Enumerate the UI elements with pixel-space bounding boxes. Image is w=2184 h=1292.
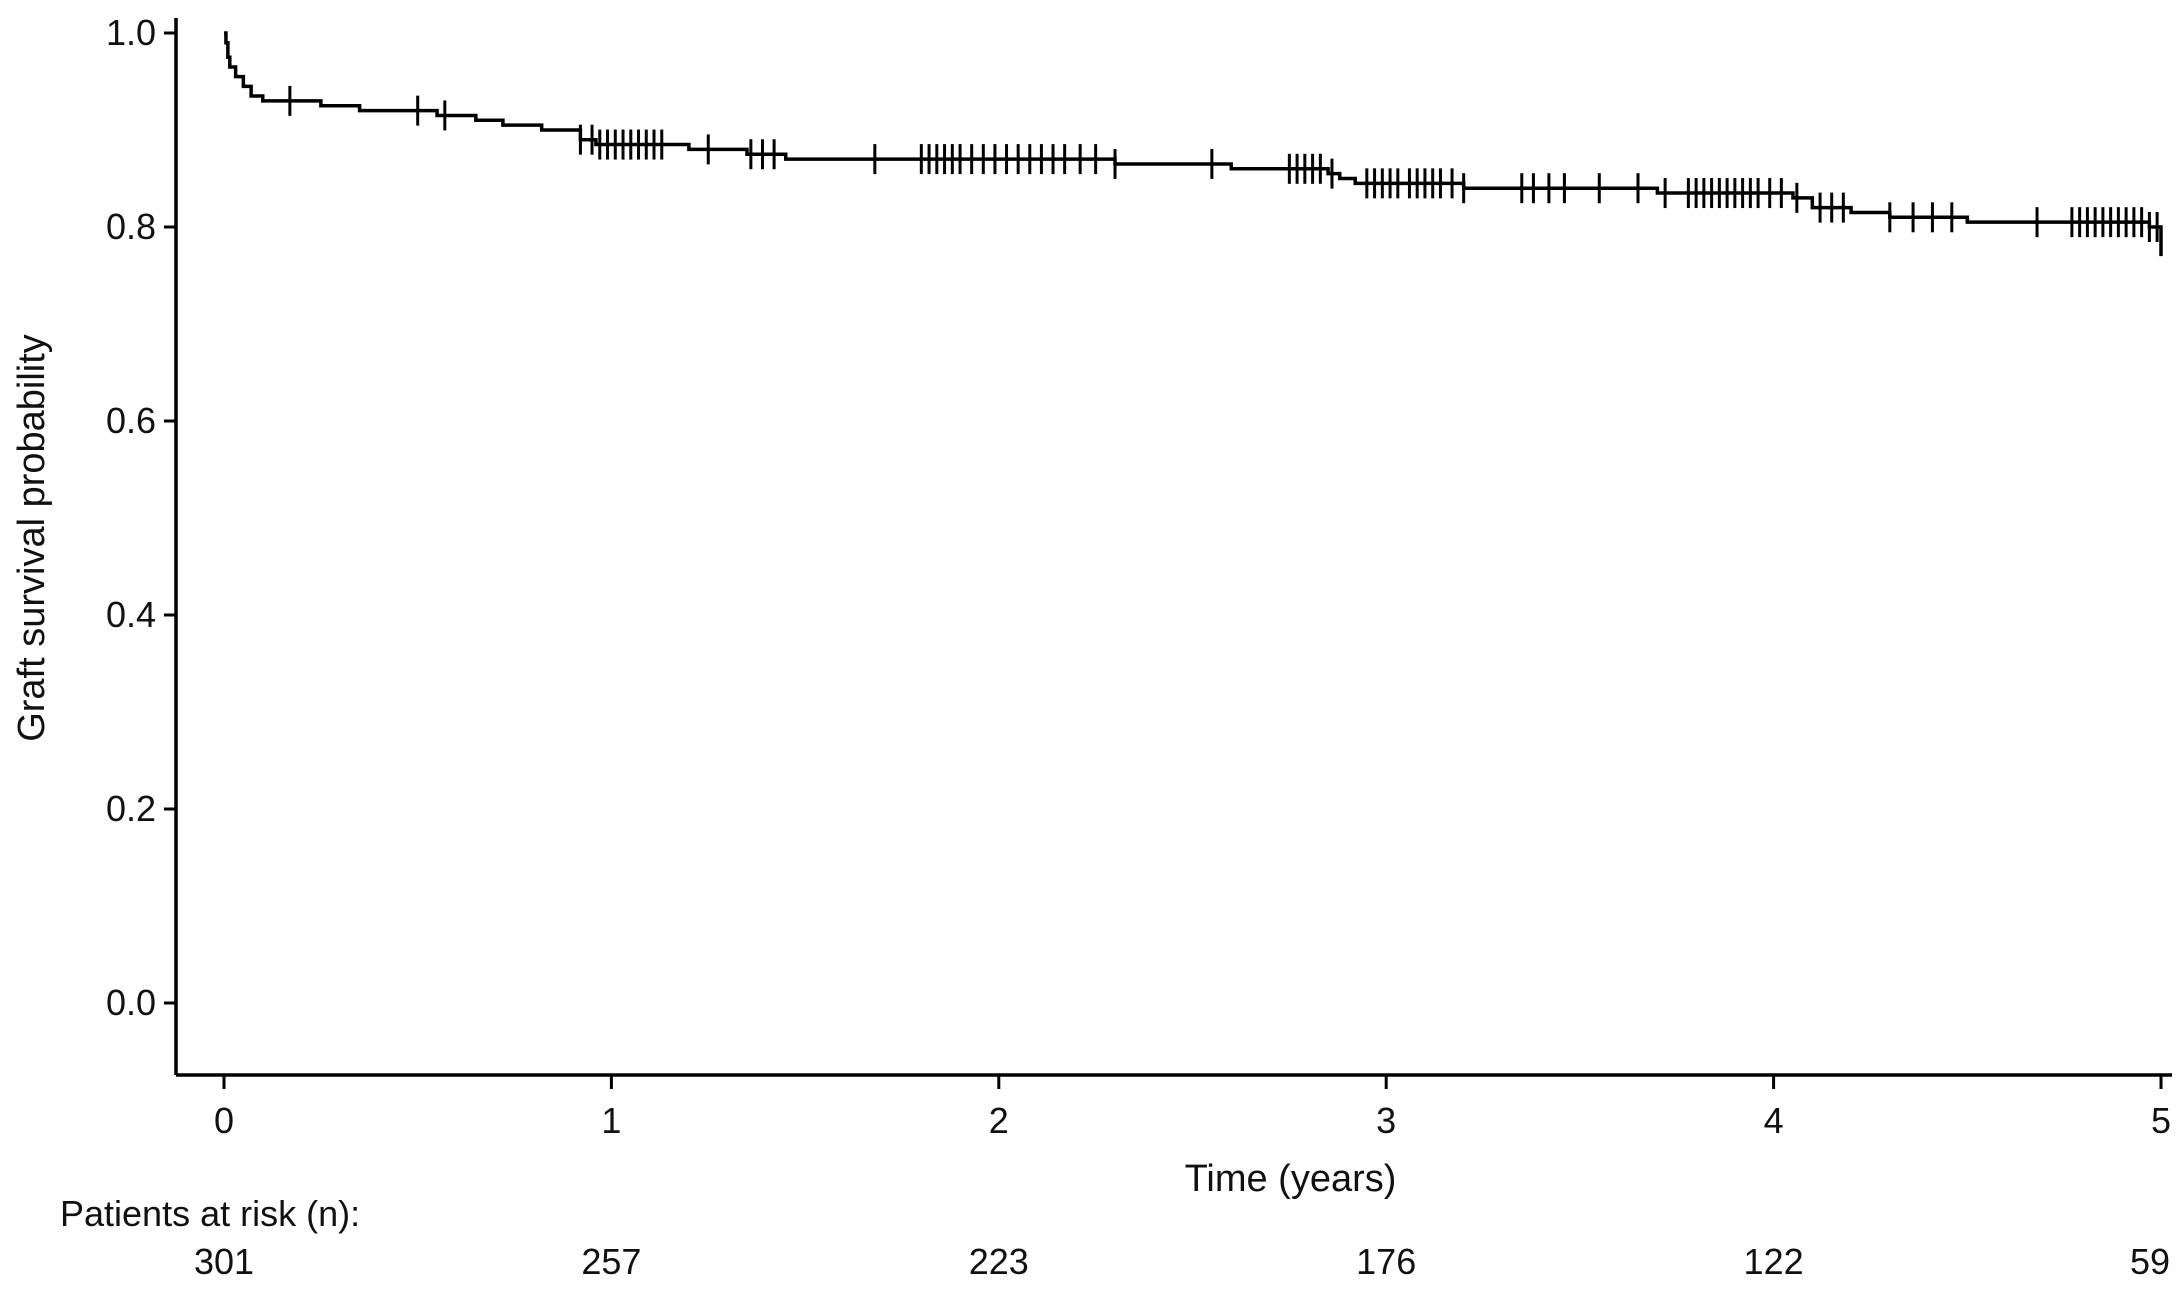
risk-table: 301 257 223 176 122 59 (194, 1241, 2170, 1282)
axis-labels: Graft survival probability Time (years) … (11, 334, 1396, 1234)
survival-curve (224, 31, 2163, 257)
y-tick-label-5: 1.0 (106, 12, 156, 53)
risk-count-0: 301 (194, 1241, 254, 1282)
y-tick-label-1: 0.2 (106, 788, 156, 829)
x-tick-label-1: 1 (601, 1100, 621, 1141)
x-tick-label-4: 4 (1764, 1100, 1784, 1141)
y-tick-label-2: 0.4 (106, 594, 156, 635)
risk-count-3: 176 (1356, 1241, 1416, 1282)
x-tick-label-3: 3 (1376, 1100, 1396, 1141)
y-tick-label-4: 0.8 (106, 206, 156, 247)
axes: 0.0 0.2 0.4 0.6 0.8 1.0 0 1 2 3 4 5 (106, 12, 2172, 1141)
risk-count-4: 122 (1744, 1241, 1804, 1282)
y-tick-label-0: 0.0 (106, 982, 156, 1023)
y-tick-label-3: 0.6 (106, 400, 156, 441)
risk-count-2: 223 (969, 1241, 1029, 1282)
x-tick-label-5: 5 (2151, 1100, 2171, 1141)
risk-count-5: 59 (2130, 1241, 2170, 1282)
x-axis-title: Time (years) (1185, 1158, 1397, 1200)
survival-series (224, 31, 2163, 257)
y-axis-title: Graft survival probability (11, 334, 53, 742)
x-tick-label-0: 0 (214, 1100, 234, 1141)
risk-table-label: Patients at risk (n): (60, 1193, 360, 1234)
x-tick-label-2: 2 (989, 1100, 1009, 1141)
risk-count-1: 257 (581, 1241, 641, 1282)
censor-marks (288, 85, 2159, 242)
